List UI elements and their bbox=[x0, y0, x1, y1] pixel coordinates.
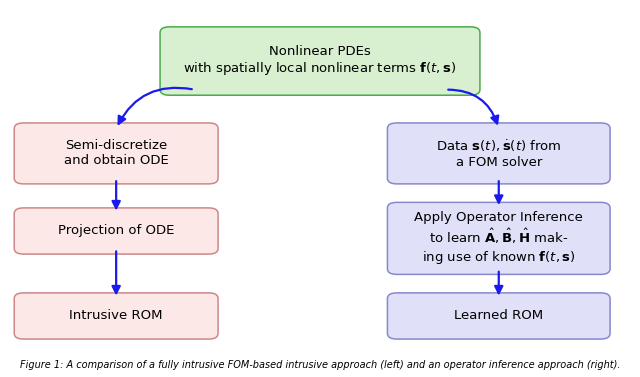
Text: Projection of ODE: Projection of ODE bbox=[58, 224, 174, 238]
FancyBboxPatch shape bbox=[14, 293, 218, 339]
Text: Intrusive ROM: Intrusive ROM bbox=[69, 310, 163, 322]
Text: Figure 1: A comparison of a fully intrusive FOM-based intrusive approach (left) : Figure 1: A comparison of a fully intrus… bbox=[20, 360, 620, 369]
Text: Learned ROM: Learned ROM bbox=[454, 310, 543, 322]
Text: Semi-discretize
and obtain ODE: Semi-discretize and obtain ODE bbox=[64, 139, 168, 167]
FancyBboxPatch shape bbox=[14, 123, 218, 184]
FancyBboxPatch shape bbox=[387, 123, 610, 184]
Text: Data $\mathbf{s}(t), \dot{\mathbf{s}}(t)$ from
a FOM solver: Data $\mathbf{s}(t), \dot{\mathbf{s}}(t)… bbox=[436, 138, 561, 169]
FancyBboxPatch shape bbox=[387, 293, 610, 339]
Text: Nonlinear PDEs
with spatially local nonlinear terms $\mathbf{f}(t, \mathbf{s})$: Nonlinear PDEs with spatially local nonl… bbox=[183, 45, 457, 77]
FancyBboxPatch shape bbox=[387, 202, 610, 274]
Text: Apply Operator Inference
to learn $\hat{\mathbf{A}}, \hat{\mathbf{B}}, \hat{\mat: Apply Operator Inference to learn $\hat{… bbox=[414, 211, 583, 266]
FancyBboxPatch shape bbox=[160, 27, 480, 95]
FancyBboxPatch shape bbox=[14, 208, 218, 254]
